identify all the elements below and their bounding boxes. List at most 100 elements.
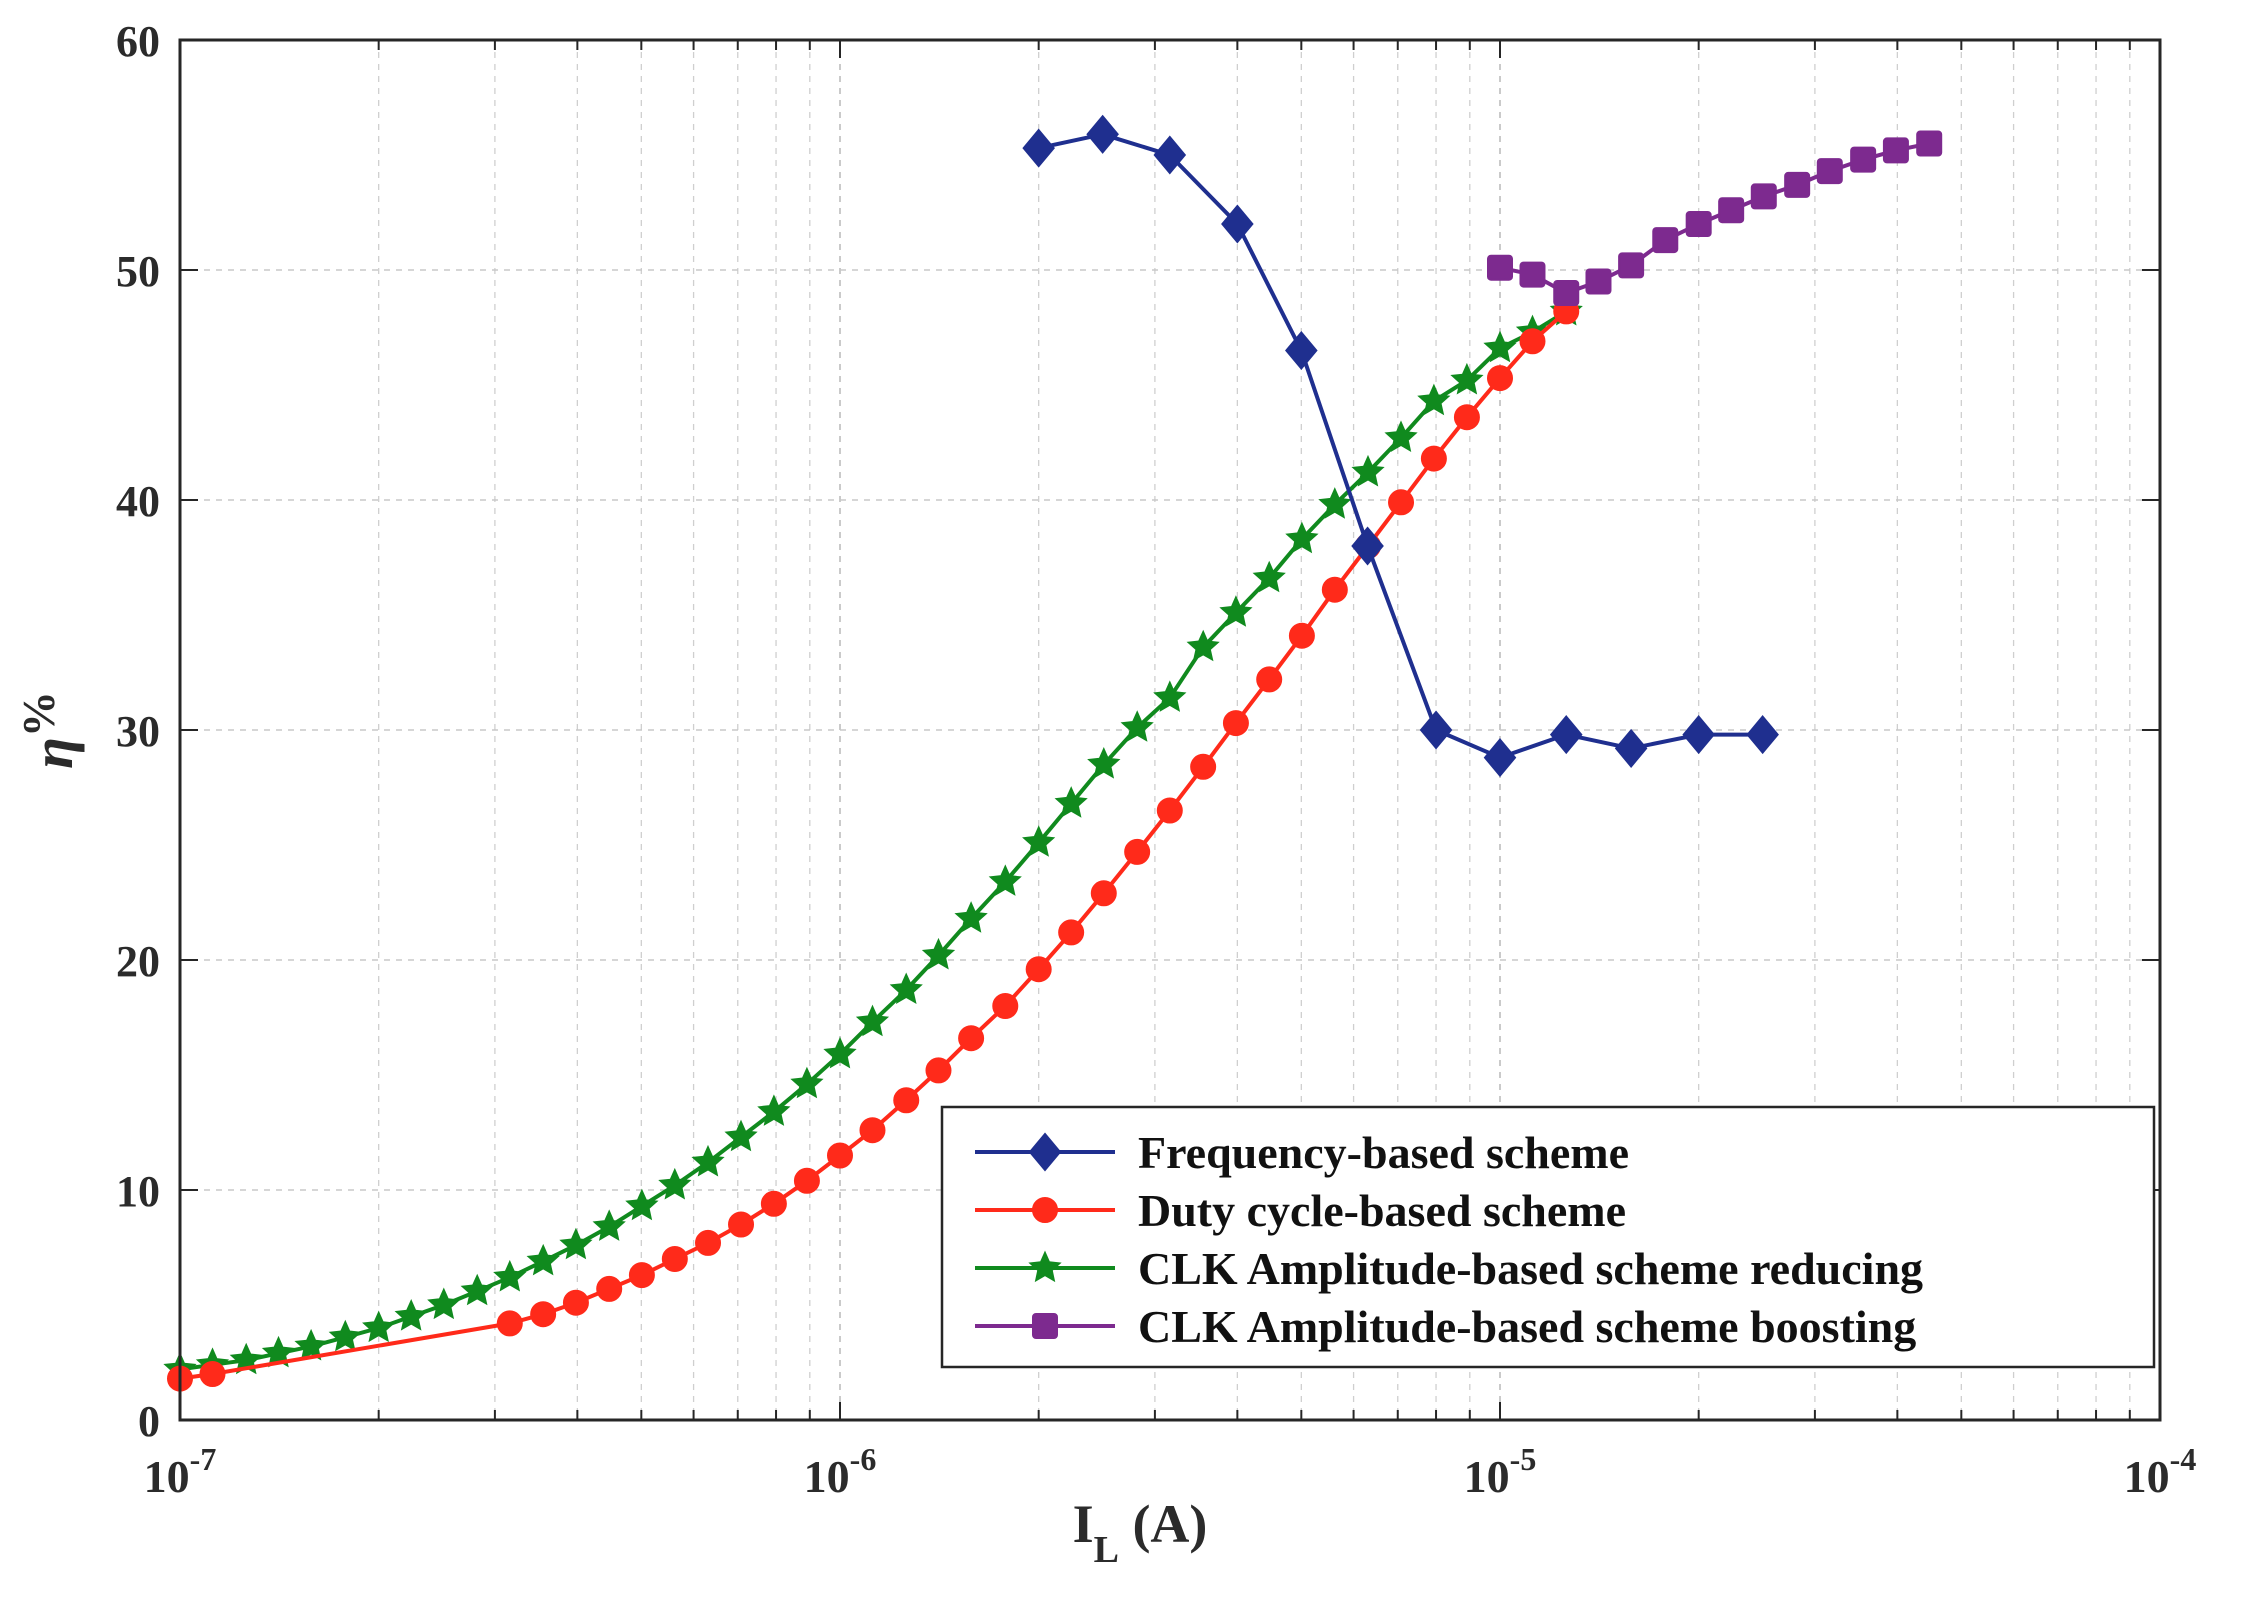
series-square: [1487, 130, 1943, 306]
data-point: [1351, 526, 1384, 566]
data-point: [1388, 489, 1415, 516]
data-point: [1028, 1250, 1062, 1283]
data-point: [1882, 137, 1909, 164]
legend-entry: Duty cycle-based scheme: [975, 1185, 1626, 1236]
legend-entry: Frequency-based scheme: [975, 1127, 1629, 1178]
data-point: [1054, 786, 1088, 818]
data-point: [1384, 420, 1418, 453]
legend-box: [940, 1105, 2156, 1369]
data-point: [1682, 715, 1715, 755]
data-point: [1685, 211, 1712, 237]
data-point: [530, 1301, 557, 1328]
data-point: [1483, 330, 1517, 363]
series-diamond: [1022, 114, 1779, 778]
y-axis-title-unit: %: [13, 691, 64, 737]
x-tick-labels: 10-7 10-6 10-5 10-4: [144, 1441, 2197, 1502]
data-point: [823, 1036, 857, 1069]
y-tick-label: 60: [116, 17, 160, 66]
data-point: [1288, 622, 1315, 649]
data-point: [1022, 825, 1056, 857]
x-tick-label-base: 10: [1464, 1451, 1510, 1502]
data-point: [328, 1319, 362, 1352]
data-point: [1487, 254, 1513, 281]
data-point: [628, 1262, 655, 1289]
data-point: [1221, 204, 1254, 244]
y-tick-label: 40: [116, 477, 160, 526]
data-point: [1153, 135, 1187, 175]
series-layer: [163, 114, 1943, 1392]
y-tick-label: 30: [116, 707, 160, 756]
data-point: [661, 1246, 688, 1272]
data-point: [793, 1167, 820, 1194]
y-tick-label: 0: [138, 1397, 160, 1446]
data-point: [496, 1310, 523, 1337]
data-point: [1032, 1313, 1058, 1339]
data-point: [893, 1087, 920, 1114]
data-point: [1252, 560, 1286, 593]
y-tick-labels: 0 10 20 30 40 50 60: [116, 17, 160, 1446]
data-point: [1285, 521, 1319, 554]
legend-label: CLK Amplitude-based scheme reducing: [1138, 1243, 1923, 1294]
data-point: [1585, 268, 1612, 295]
data-point: [1156, 797, 1183, 824]
data-point: [1420, 445, 1447, 472]
legend-entry: CLK Amplitude-based scheme reducing: [975, 1243, 1923, 1294]
x-tick-label-exponent: -6: [850, 1441, 877, 1477]
x-tick-label-base: 10: [2124, 1451, 2170, 1502]
data-point: [1124, 838, 1151, 865]
data-point: [1120, 710, 1154, 742]
data-point: [1519, 261, 1546, 288]
data-point: [493, 1259, 527, 1292]
data-point: [855, 1004, 890, 1037]
y-axis-title: η%: [13, 691, 85, 769]
data-point: [460, 1273, 494, 1306]
data-point: [596, 1275, 623, 1302]
data-point: [625, 1188, 659, 1221]
data-point: [958, 1025, 985, 1052]
x-tick-label: 10-7: [144, 1441, 217, 1502]
data-point: [1718, 197, 1745, 224]
data-point: [925, 1057, 952, 1084]
axis-ticks: [180, 39, 2160, 1421]
y-tick-label: 50: [116, 247, 160, 296]
legend-label: CLK Amplitude-based scheme boosting: [1138, 1301, 1916, 1352]
x-tick-label: 10-4: [2124, 1441, 2197, 1502]
data-point: [1153, 680, 1187, 712]
data-point: [827, 1142, 853, 1169]
x-tick-label-exponent: -5: [1510, 1441, 1537, 1477]
data-point: [1816, 158, 1843, 185]
data-point: [1519, 328, 1546, 355]
data-point: [1090, 880, 1117, 907]
data-point: [1483, 738, 1517, 778]
data-point: [294, 1328, 328, 1361]
x-axis-title-unit: (A): [1119, 1494, 1207, 1554]
data-point: [1453, 404, 1480, 431]
data-point: [1351, 454, 1385, 487]
data-point: [1219, 595, 1253, 627]
data-point: [1916, 130, 1943, 157]
data-point: [362, 1310, 396, 1343]
data-point: [1032, 1197, 1058, 1223]
data-point: [859, 1117, 886, 1144]
data-point: [1256, 666, 1283, 693]
data-point: [1285, 330, 1318, 371]
legend-entries: Frequency-based scheme Duty cycle-based s…: [975, 1127, 1923, 1352]
data-point: [1186, 629, 1220, 662]
x-tick-label: 10-5: [1464, 1441, 1537, 1502]
y-tick-label: 20: [116, 937, 160, 986]
data-point: [1784, 171, 1811, 198]
data-point: [724, 1119, 758, 1152]
series-circle: [167, 298, 1580, 1392]
data-point: [1618, 252, 1645, 279]
y-axis-title-symbol: η: [20, 737, 85, 769]
data-point: [427, 1287, 461, 1320]
series-star: [163, 293, 1583, 1384]
data-point: [921, 937, 956, 970]
data-point: [1850, 146, 1877, 173]
data-point: [1087, 747, 1121, 779]
x-tick-label-base: 10: [144, 1451, 190, 1502]
data-point: [261, 1335, 296, 1368]
data-point: [1487, 365, 1513, 392]
data-point: [757, 1094, 791, 1126]
